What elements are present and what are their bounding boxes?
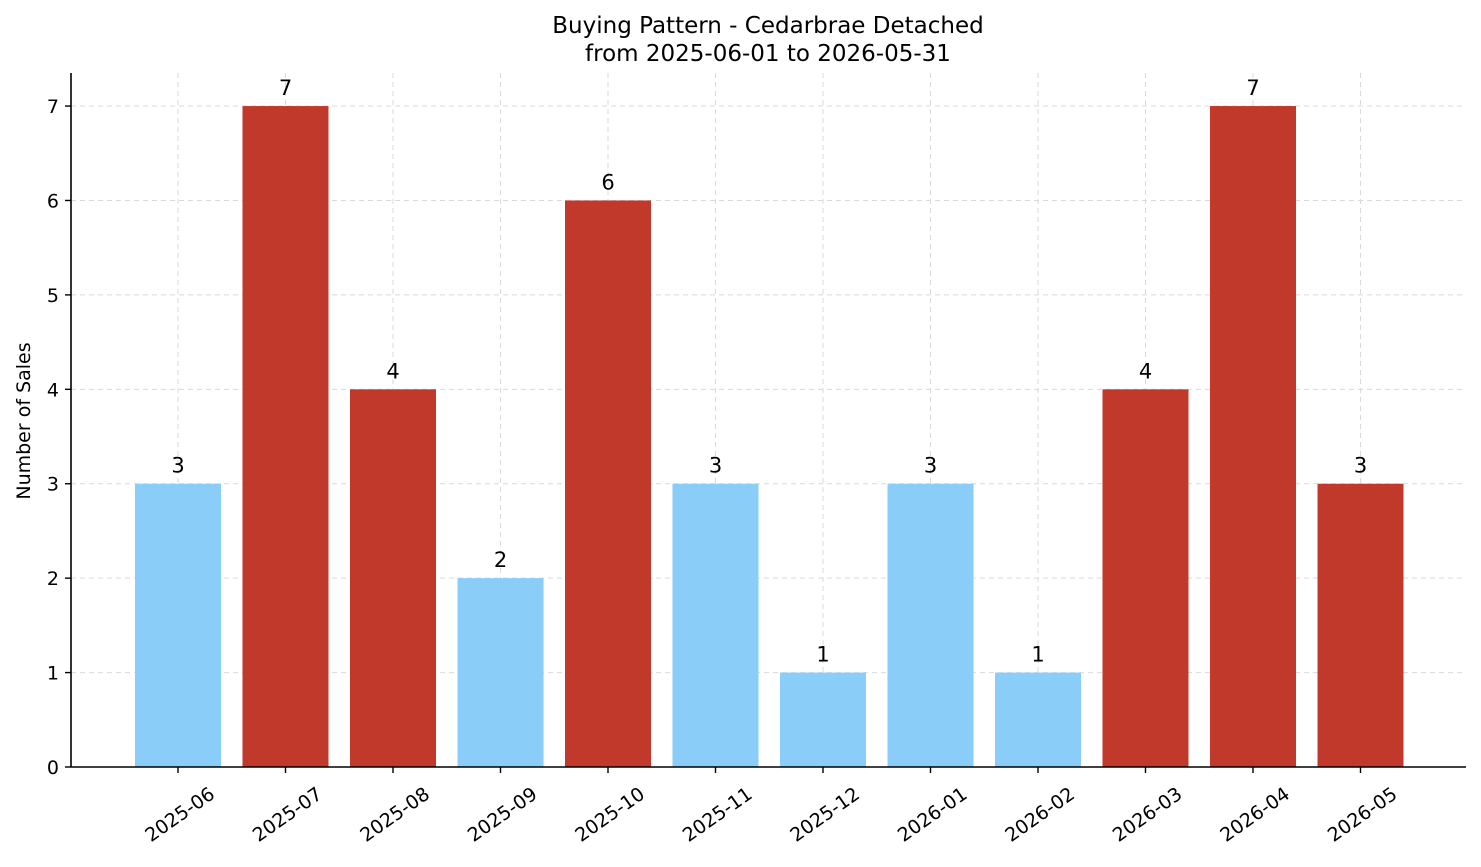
bar-2025-09 [457,578,544,767]
y-tick-label: 4 [47,379,59,401]
x-tick-label: 2026-05 [1324,783,1402,847]
bar-2025-11 [672,483,759,767]
y-tick-label: 5 [47,285,59,307]
data-label-2026-02: 1 [1031,643,1044,667]
x-tick-label: 2026-01 [894,783,972,847]
bar-2026-04 [1210,106,1296,768]
y-tick-label: 3 [47,474,59,496]
data-label-2025-07: 7 [279,76,292,100]
y-tick-label: 7 [47,96,59,118]
y-tick-label: 6 [47,190,59,212]
data-label-2026-01: 3 [924,454,937,478]
data-label-2026-05: 3 [1354,454,1367,478]
x-tick-label: 2025-06 [141,783,219,847]
y-tick-label: 0 [47,757,59,779]
x-tick-label: 2025-08 [356,783,434,847]
x-tick-label: 2025-07 [249,783,327,847]
data-label-layer: 3 7 4 2 6 3 1 3 1 4 7 3 [171,76,1367,667]
y-tick-label: 1 [47,663,59,685]
bar-2025-08 [350,389,436,767]
bar-2026-03 [1102,389,1189,767]
data-label-2026-04: 7 [1246,76,1259,100]
data-label-2025-12: 1 [816,643,829,667]
bar-2026-01 [887,483,974,767]
chart-subtitle: from 2025-06-01 to 2026-05-31 [585,41,951,67]
x-tick-label: 2025-12 [786,783,864,847]
bar-layer [135,106,1404,768]
bar-2025-12 [780,672,866,767]
x-tick-label: 2025-11 [679,783,757,847]
data-label-2026-03: 4 [1139,359,1152,383]
x-tick-label: 2026-04 [1216,783,1294,847]
bar-2026-05 [1317,483,1404,767]
data-label-2025-11: 3 [709,454,722,478]
x-tick-label: 2026-02 [1001,783,1079,847]
x-tick-label: 2026-03 [1109,783,1187,847]
bar-2025-07 [242,106,329,768]
data-label-2025-09: 2 [494,548,507,572]
chart-title: Buying Pattern - Cedarbrae Detached [552,13,983,39]
bar-2026-02 [995,672,1081,767]
x-tick-label: 2025-09 [464,783,542,847]
bar-2025-06 [135,483,221,767]
x-tick-label: 2025-10 [571,783,649,847]
y-axis-label: Number of Sales [13,342,35,499]
data-label-2025-06: 3 [171,454,184,478]
data-label-2025-08: 4 [386,359,399,383]
bar-2025-10 [565,200,651,768]
y-tick-label: 2 [47,568,59,590]
data-label-2025-10: 6 [601,170,614,194]
